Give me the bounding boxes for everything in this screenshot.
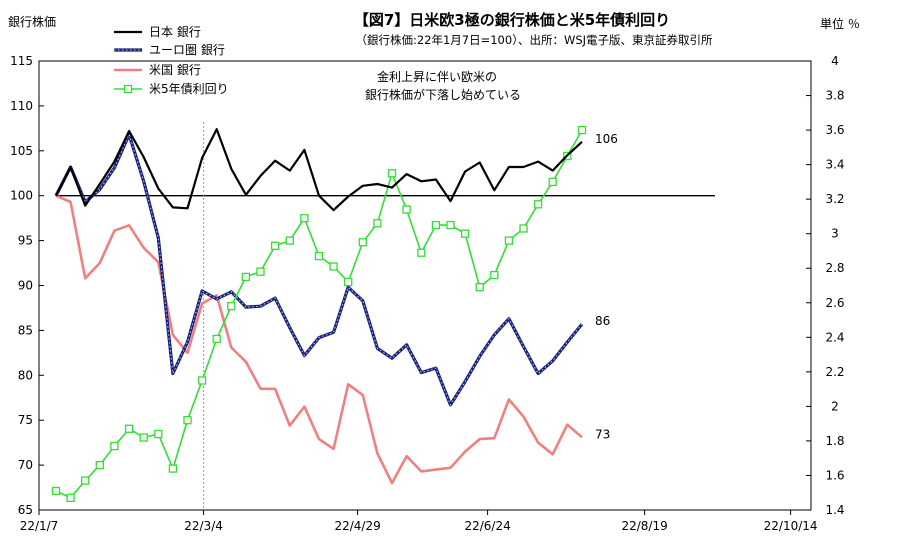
series-layer bbox=[51, 125, 587, 503]
x-tick-label: 22/4/29 bbox=[334, 519, 380, 533]
left-tick-label: 75 bbox=[18, 413, 33, 427]
legend-marker bbox=[123, 84, 133, 94]
yield-point-marker bbox=[314, 251, 324, 261]
yield-point-marker bbox=[373, 219, 382, 228]
yield-point-marker bbox=[95, 460, 104, 470]
yield-point-marker bbox=[329, 262, 338, 271]
yield-point-marker bbox=[300, 214, 309, 223]
x-tick-label: 22/10/14 bbox=[764, 519, 818, 533]
yield-point-marker bbox=[81, 476, 90, 485]
series-line-euro-banks-pattern bbox=[55, 133, 583, 407]
yield-point-marker bbox=[533, 200, 543, 209]
legend-label: 日本 銀行 bbox=[149, 25, 201, 39]
legend-label: 米国 銀行 bbox=[149, 63, 201, 77]
yield-point-marker bbox=[460, 229, 470, 238]
yield-point-marker bbox=[51, 486, 61, 496]
left-tick-label: 95 bbox=[18, 234, 33, 248]
yield-point-marker bbox=[344, 277, 353, 287]
yield-point-marker bbox=[431, 220, 441, 230]
series-line-us-banks bbox=[55, 194, 583, 485]
left-tick-label: 105 bbox=[10, 144, 33, 158]
x-tick-label: 22/3/4 bbox=[184, 519, 223, 533]
left-axis-label: 銀行株価 bbox=[8, 14, 56, 29]
right-tick-label: 3.6 bbox=[825, 123, 844, 137]
yield-point-marker bbox=[212, 334, 221, 344]
right-tick-label: 3.8 bbox=[825, 89, 844, 103]
yield-point-marker bbox=[475, 283, 484, 292]
left-tick-label: 85 bbox=[18, 323, 33, 337]
end-labels: 106 86 73 bbox=[595, 132, 618, 441]
left-tick-label: 100 bbox=[10, 189, 33, 203]
right-tick-label: 2.2 bbox=[825, 365, 844, 379]
left-tick-label: 115 bbox=[10, 54, 33, 68]
yield-point-marker bbox=[227, 302, 236, 311]
series-line-japan-banks bbox=[55, 128, 583, 212]
yield-point-marker bbox=[519, 224, 528, 233]
annotation-line-1: 金利上昇に伴い欧米の bbox=[377, 69, 497, 84]
yield-point-marker bbox=[197, 376, 207, 385]
left-axis-ticks: 65 70 75 80 85 90 95 100 105 110 115 bbox=[10, 54, 44, 517]
yield-point-marker bbox=[446, 220, 455, 230]
yield-point-marker bbox=[168, 464, 178, 473]
yield-point-marker bbox=[548, 177, 557, 187]
yield-point-marker bbox=[285, 236, 294, 245]
right-tick-label: 3 bbox=[831, 227, 839, 241]
legend-label: ユーロ圏 銀行 bbox=[149, 43, 225, 57]
right-tick-label: 1.8 bbox=[825, 434, 844, 448]
yield-point-marker bbox=[139, 433, 148, 442]
plot-frame bbox=[38, 60, 812, 511]
yield-point-marker bbox=[256, 267, 265, 276]
yield-point-marker bbox=[270, 241, 280, 250]
yield-point-marker bbox=[110, 441, 119, 451]
yield-point-marker bbox=[66, 493, 75, 503]
series-line-us-5y-yield bbox=[55, 129, 583, 499]
right-tick-label: 2.8 bbox=[825, 261, 844, 275]
right-tick-label: 4 bbox=[831, 54, 839, 68]
series-end-label: 86 bbox=[595, 314, 610, 328]
left-tick-label: 90 bbox=[18, 279, 33, 293]
left-tick-label: 80 bbox=[18, 368, 33, 382]
yield-point-marker bbox=[577, 125, 587, 135]
left-tick-label: 70 bbox=[18, 458, 33, 472]
right-axis-label: 単位 ％ bbox=[820, 16, 860, 31]
right-tick-label: 2 bbox=[831, 399, 839, 413]
right-tick-label: 3.2 bbox=[825, 192, 844, 206]
yield-point-marker bbox=[387, 169, 397, 178]
yield-point-marker bbox=[183, 416, 192, 425]
annotation-line-2: 銀行株価が下落し始めている bbox=[365, 87, 521, 102]
x-tick-label: 22/6/24 bbox=[464, 519, 510, 533]
x-tick-label: 22/1/7 bbox=[20, 519, 59, 533]
right-tick-label: 2.6 bbox=[825, 296, 844, 310]
x-tick-label: 22/8/19 bbox=[621, 519, 667, 533]
series-end-label: 106 bbox=[595, 132, 618, 146]
chart-title: 【図7】日米欧3極の銀行株価と米5年債利回り bbox=[354, 11, 670, 29]
yield-point-marker bbox=[417, 248, 426, 257]
right-tick-label: 2.4 bbox=[825, 330, 844, 344]
yield-point-marker bbox=[490, 270, 499, 280]
yield-point-marker bbox=[504, 236, 514, 245]
series-end-label: 73 bbox=[595, 427, 610, 441]
yield-point-marker bbox=[402, 205, 411, 214]
chart-subtitle: （銀行株価:22年1月7日=100）、出所：WSJ電子版、東京証券取引所 bbox=[355, 33, 713, 47]
left-tick-label: 110 bbox=[10, 99, 33, 113]
right-tick-label: 1.4 bbox=[825, 503, 844, 517]
yield-point-marker bbox=[154, 429, 163, 439]
x-axis-ticks: 22/1/7 22/3/4 22/4/29 22/6/24 22/8/19 22/10/1… bbox=[20, 510, 818, 533]
right-tick-label: 1.6 bbox=[825, 468, 844, 482]
left-tick-label: 65 bbox=[18, 503, 33, 517]
right-tick-label: 3.4 bbox=[825, 158, 844, 172]
yield-point-marker bbox=[241, 272, 251, 282]
yield-point-marker bbox=[358, 238, 367, 247]
yield-point-marker bbox=[124, 424, 134, 433]
right-axis-ticks: 1.4 1.6 1.8 2 2.2 2.4 2.6 2.8 3 3.2 3.4 3.6 3.8 4 bbox=[806, 54, 845, 517]
legend-label: 米5年債利回り bbox=[149, 81, 229, 96]
